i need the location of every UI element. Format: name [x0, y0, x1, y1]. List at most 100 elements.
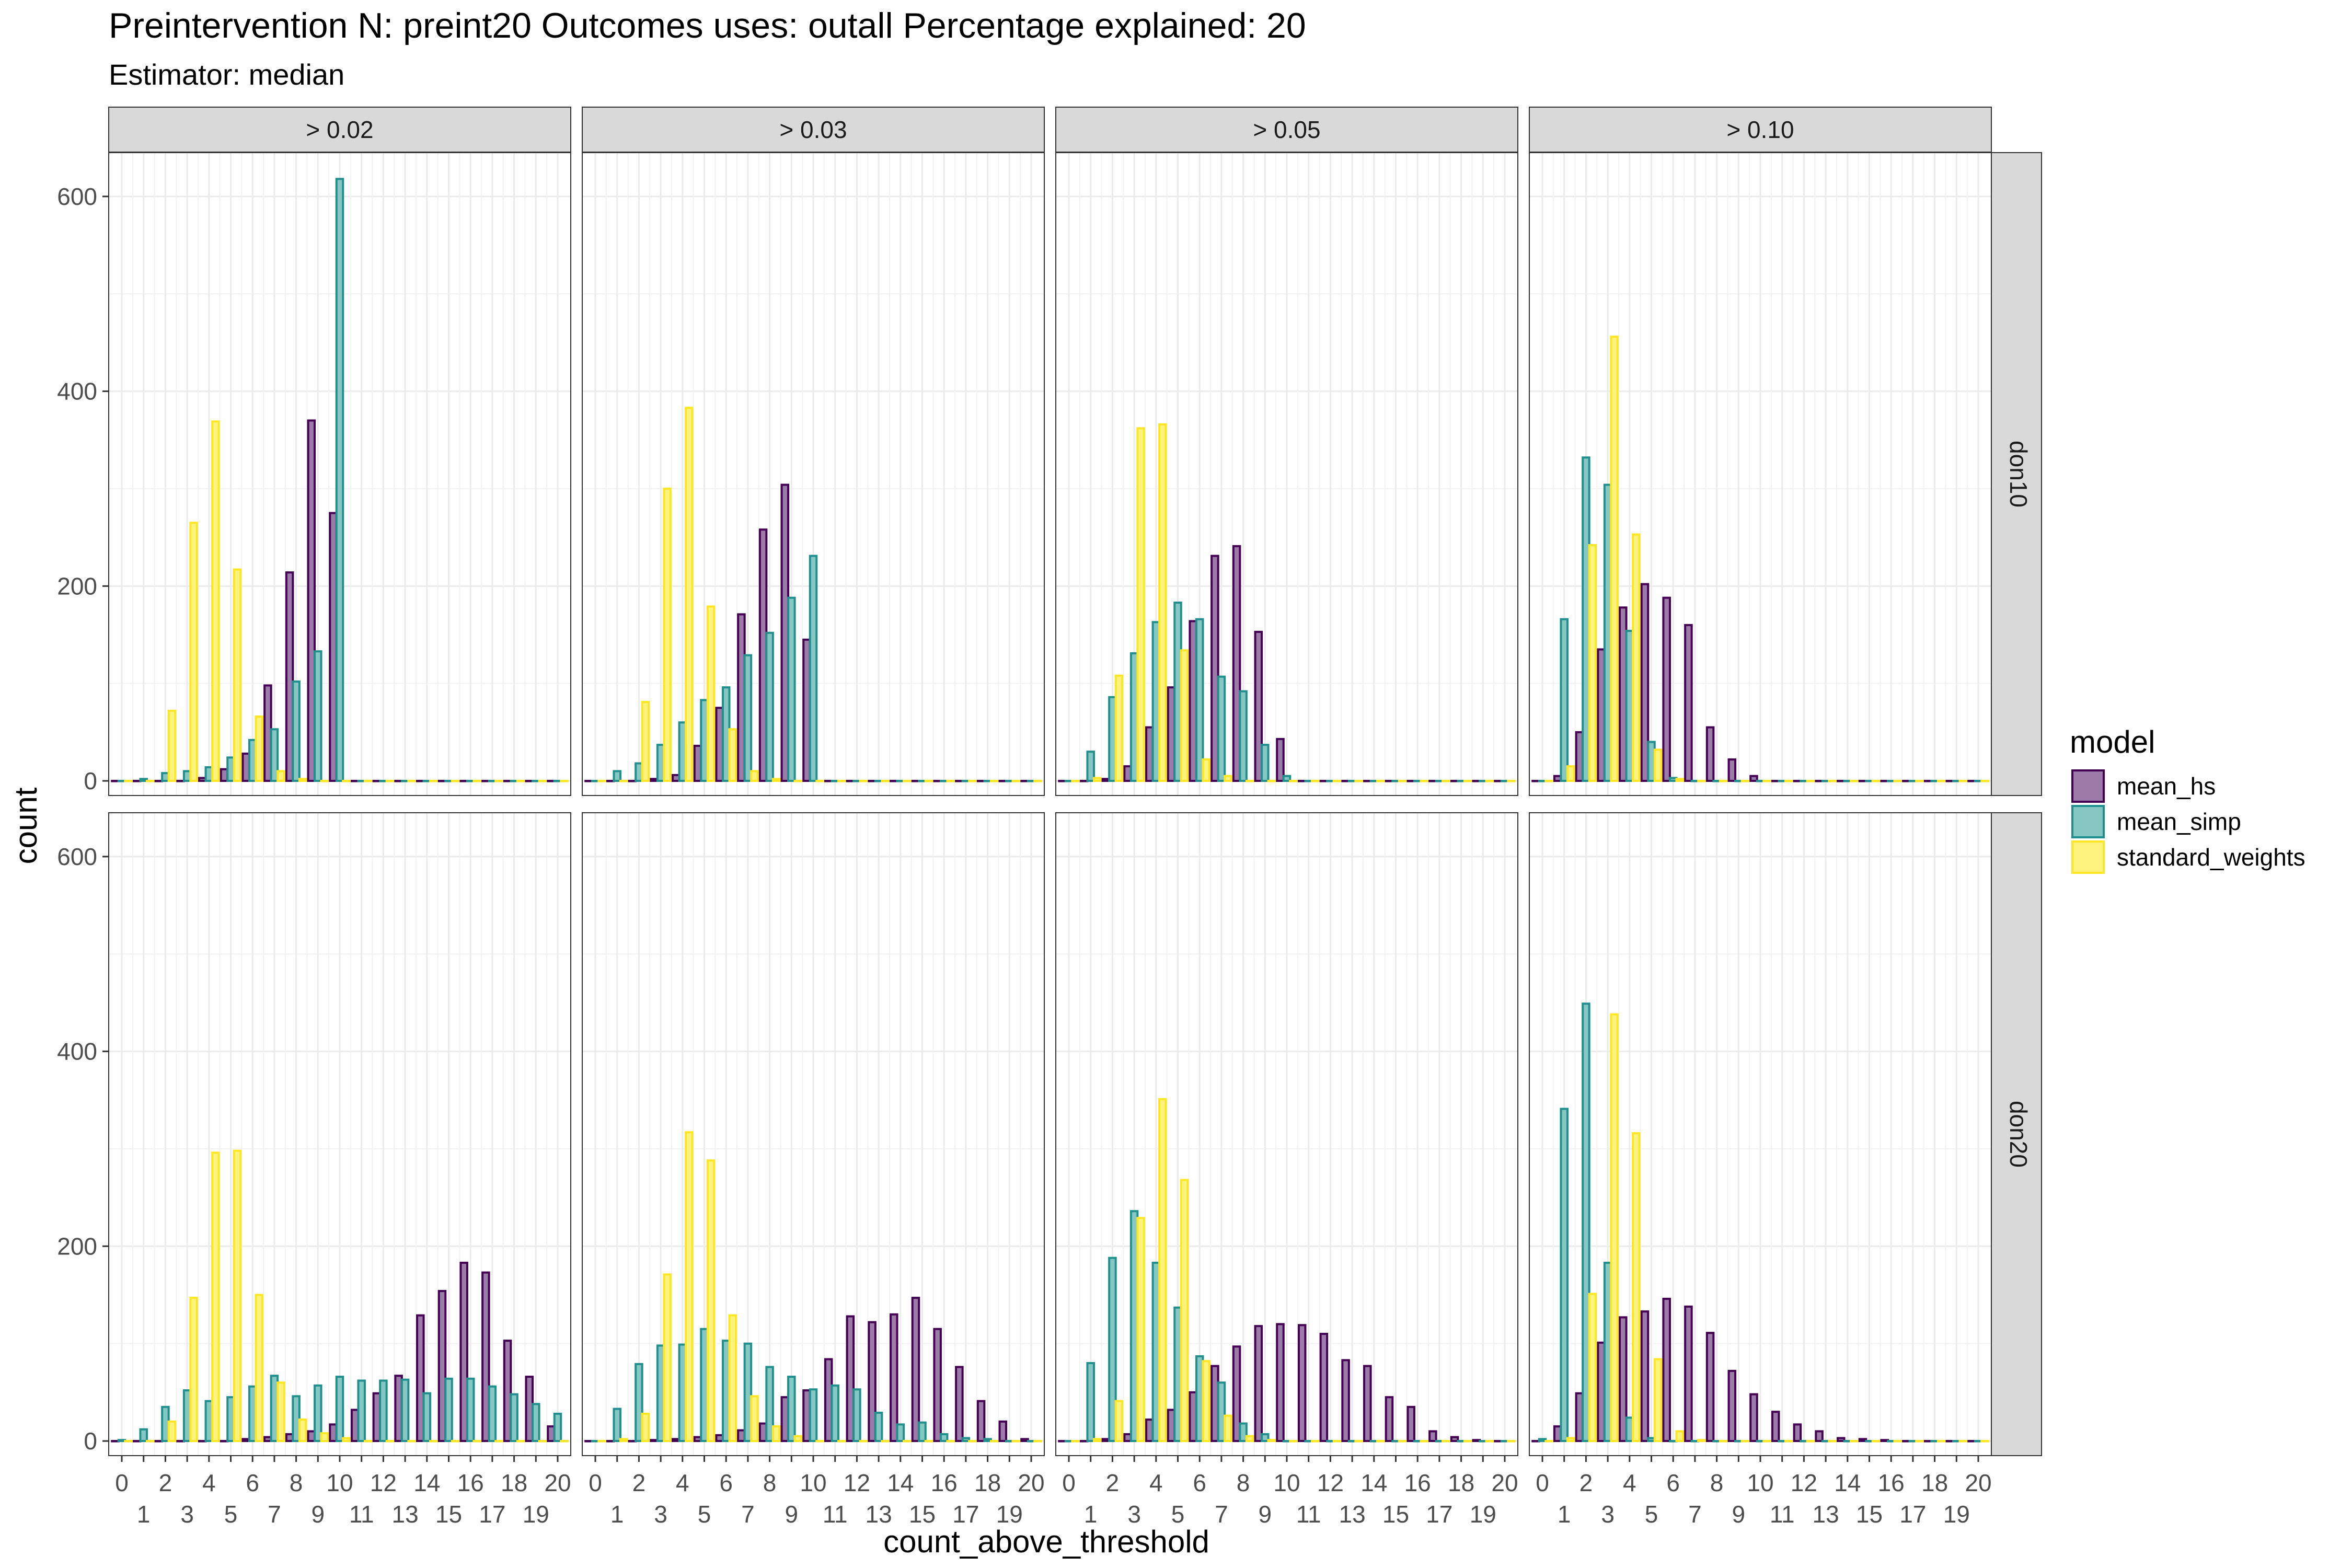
bar-mean_simp: [400, 1378, 410, 1443]
bar-standard_weights: [1828, 1440, 1837, 1443]
bar-mean_hs: [1705, 1332, 1715, 1443]
bar-standard_weights: [793, 1435, 803, 1443]
x-tick-label: 9: [1259, 1501, 1272, 1528]
bar-mean_hs: [1705, 726, 1715, 782]
x-tick-label: 20: [1965, 1469, 1991, 1496]
bar-standard_weights: [276, 770, 285, 782]
bar-mean_hs: [1210, 555, 1219, 782]
col-strip: > 0.03: [582, 107, 1045, 153]
bar-mean_simp: [466, 1377, 475, 1443]
legend-entry-mean_hs: mean_hs: [2071, 769, 2216, 803]
x-tick-label: 18: [1921, 1469, 1948, 1496]
bar-standard_weights: [1180, 1179, 1189, 1443]
row-strip-bg: [1991, 812, 2042, 1456]
bar-standard_weights: [771, 778, 781, 782]
col-strip-label: > 0.10: [1726, 116, 1794, 143]
x-tick-label: 10: [326, 1469, 353, 1496]
bar-standard_weights: [1806, 1440, 1815, 1443]
bar-standard_weights: [1675, 1430, 1684, 1443]
bar-mean_simp: [787, 596, 796, 782]
bar-standard_weights: [1114, 674, 1124, 782]
x-tick-label: 17: [1899, 1501, 1926, 1528]
x-tick-label: 5: [224, 1501, 238, 1528]
bar-standard_weights: [124, 1440, 133, 1443]
bar-mean_simp: [357, 1379, 366, 1443]
col-strip-bg: [108, 107, 571, 153]
x-tick-label: 5: [1171, 1501, 1185, 1528]
x-tick-label: 10: [800, 1469, 826, 1496]
bar-mean_simp: [635, 1363, 643, 1443]
bar-standard_weights: [1653, 1358, 1663, 1443]
x-tick-label: 13: [1813, 1501, 1839, 1528]
x-tick-label: 14: [1361, 1469, 1387, 1496]
x-tick-label: 8: [1237, 1469, 1250, 1496]
bar-standard_weights: [276, 1381, 285, 1443]
x-tick-label: 4: [676, 1469, 689, 1496]
x-tick-label: 15: [1382, 1501, 1409, 1528]
x-tick-label: 19: [523, 1501, 549, 1528]
bar-standard_weights: [407, 1440, 416, 1443]
x-tick-label: 17: [952, 1501, 979, 1528]
x-tick-label: 16: [1878, 1469, 1905, 1496]
bar-mean_simp: [1282, 775, 1292, 782]
bar-mean_hs: [976, 1400, 986, 1443]
legend-label: mean_simp: [2117, 808, 2241, 835]
bar-mean_simp: [874, 1412, 883, 1443]
bar-mean_simp: [314, 650, 322, 782]
bar-mean_simp: [743, 1342, 753, 1443]
y-tick-label: 600: [57, 843, 97, 870]
x-axis-title: count_above_threshold: [883, 1524, 1209, 1559]
bar-standard_weights: [728, 1314, 737, 1443]
bar-mean_simp: [488, 1385, 497, 1443]
bar-standard_weights: [1653, 748, 1663, 782]
x-tick-label: 9: [1732, 1501, 1746, 1528]
x-tick-label: 2: [1106, 1469, 1120, 1496]
bar-standard_weights: [1158, 1098, 1167, 1443]
panel-border: [1055, 152, 1518, 796]
bar-standard_weights: [1893, 1440, 1902, 1443]
bar-standard_weights: [1092, 777, 1102, 782]
bar-standard_weights: [641, 1412, 650, 1443]
bar-standard_weights: [1915, 1440, 1924, 1443]
bar-mean_hs: [998, 1420, 1008, 1443]
bar-standard_weights: [1071, 1440, 1080, 1443]
legend-entry-mean_simp: mean_simp: [2071, 805, 2241, 838]
bar-mean_hs: [307, 419, 316, 782]
bar-mean_hs: [1406, 1405, 1415, 1443]
x-tick-label: 7: [1688, 1501, 1702, 1528]
x-tick-label: 3: [1127, 1501, 1141, 1528]
bar-standard_weights: [1588, 544, 1597, 782]
bar-standard_weights: [837, 1440, 846, 1443]
x-tick-label: 2: [159, 1469, 172, 1496]
x-tick-label: 16: [931, 1469, 958, 1496]
x-tick-label: 11: [349, 1501, 374, 1528]
bar-mean_hs: [933, 1328, 942, 1443]
x-tick-label: 18: [501, 1469, 527, 1496]
facet-panel: 0 200 400 600: [57, 152, 571, 796]
bar-mean_hs: [1837, 1437, 1846, 1443]
legend-entry-standard_weights: standard_weights: [2071, 840, 2305, 874]
bar-mean_hs: [1232, 545, 1241, 782]
panel-border: [108, 152, 571, 796]
bar-mean_simp: [510, 1393, 518, 1443]
bar-mean_simp: [553, 1412, 562, 1443]
chart-subtitle: Estimator: median: [109, 58, 344, 91]
x-tick-label: 14: [413, 1469, 440, 1496]
bar-mean_simp: [335, 178, 344, 782]
bar-mean_hs: [1727, 758, 1737, 782]
bar-standard_weights: [1158, 423, 1167, 782]
bar-standard_weights: [472, 1440, 481, 1443]
bar-mean_simp: [1239, 690, 1248, 782]
facet-panel: [582, 152, 1045, 796]
bar-standard_weights: [1224, 775, 1232, 782]
x-tick-label: 11: [823, 1501, 848, 1528]
panel-border: [582, 152, 1045, 796]
y-tick-label: 200: [57, 572, 97, 599]
bar-mean_hs: [955, 1366, 964, 1443]
bar-mean_simp: [335, 1376, 344, 1443]
bar-mean_hs: [1341, 1359, 1350, 1443]
bar-mean_hs: [1662, 1297, 1671, 1443]
bar-mean_simp: [613, 1408, 621, 1443]
